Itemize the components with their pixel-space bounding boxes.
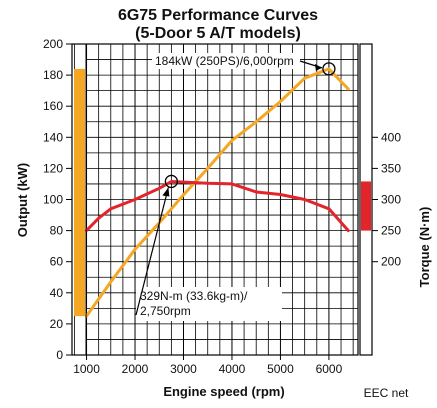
x-tick-label: 1000: [73, 362, 100, 376]
annotation-text-peak-torque: 2,750rpm: [140, 304, 191, 318]
series-lines: [85, 67, 350, 318]
series-line-output: [85, 67, 350, 318]
y-right-tick-label: 350: [381, 161, 401, 175]
y-left-tick-label: 20: [50, 317, 64, 331]
annotation-arrow-peak-torque: [135, 187, 169, 316]
y-right-tick-label: 250: [381, 224, 401, 238]
y-left-tick-label: 160: [43, 99, 63, 113]
x-tick-label: 5000: [267, 362, 294, 376]
chart-title-line2: (5-Door 5 A/T models): [135, 25, 301, 42]
x-axis-label: Engine speed (rpm): [163, 384, 284, 399]
y-left-tick-label: 100: [43, 193, 63, 207]
annotation-marker-peak-output: [322, 62, 336, 76]
annotation-marker-peak-torque: [164, 174, 179, 189]
y-right-tick-label: 200: [381, 255, 401, 269]
y-left-tick-label: 120: [43, 161, 63, 175]
footnote: EEC net: [364, 386, 409, 400]
y-left-tick-label: 140: [43, 130, 63, 144]
y-left-tick-label: 200: [43, 37, 63, 51]
y-left-tick-label: 40: [50, 286, 64, 300]
series-line-torque: [85, 180, 350, 233]
y-left-tick-label: 0: [56, 348, 63, 362]
chart-title-line1: 6G75 Performance Curves: [118, 7, 318, 24]
annotation-arrowhead-peak-output: [314, 63, 322, 71]
tick-labels: 0 20 40 60 80 100 120 140 160 180 200 200 250 300 350 4…: [43, 37, 401, 376]
x-tick-label: 3000: [170, 362, 197, 376]
y-axis-left-label: Output (kW): [15, 163, 30, 237]
y-right-tick-label: 400: [381, 130, 401, 144]
y-axis-right-label: Torque (N·m): [417, 207, 432, 288]
range-bar-torque-range: [361, 181, 371, 231]
y-left-tick-label: 60: [50, 255, 64, 269]
y-left-tick-label: 80: [50, 224, 64, 238]
annotation-box-peak-output: [152, 53, 300, 69]
x-tick-label: 2000: [122, 362, 149, 376]
range-bar-output-range: [74, 68, 85, 317]
y-left-tick-label: 180: [43, 68, 63, 82]
annotation-text-peak-torque: 329N-m (33.6kg-m)/: [140, 289, 248, 303]
x-tick-label: 6000: [316, 362, 343, 376]
annotation-arrowhead-peak-torque: [162, 187, 170, 197]
annotations: 184kW (250PS)/6,000rpm 329N-m (33.6kg-m)/…: [135, 53, 336, 321]
range-bars: [74, 68, 371, 317]
annotation-box-peak-torque: [136, 287, 282, 321]
annotation-text-peak-output: 184kW (250PS)/6,000rpm: [155, 54, 294, 68]
x-tick-label: 4000: [219, 362, 246, 376]
y-right-tick-label: 300: [381, 193, 401, 207]
